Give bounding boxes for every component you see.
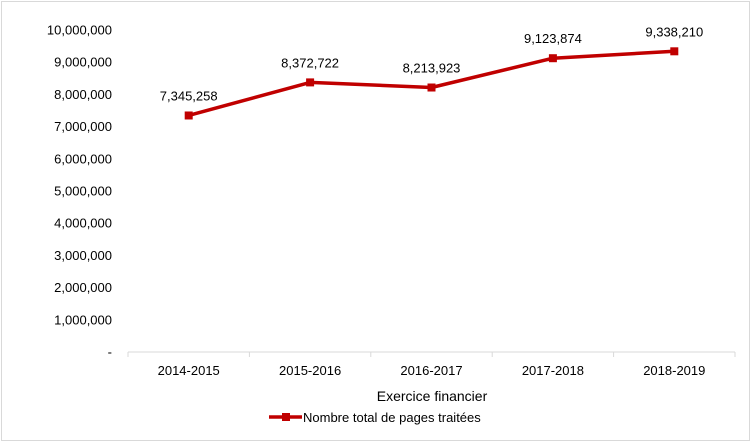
data-point-marker [306,78,315,87]
x-tick-label: 2017-2018 [522,363,584,378]
y-tick-label: 5,000,000 [54,184,112,199]
x-tick-label: 2015-2016 [279,363,341,378]
legend[interactable]: Nombre total de pages traitées [269,410,481,425]
data-point-marker [670,47,679,56]
y-tick-label: 10,000,000 [47,23,112,38]
y-tick-label: 4,000,000 [54,216,112,231]
x-axis-tick-labels: 2014-2015 2015-2016 2016-2017 2017-2018 2018… [158,363,706,378]
x-tick-label: 2014-2015 [158,363,220,378]
legend-marker-swatch [282,413,290,421]
y-tick-label: 6,000,000 [54,151,112,166]
y-tick-label: 8,000,000 [54,87,112,102]
data-label: 9,338,210 [645,24,703,39]
data-point-marker [427,83,436,92]
series-markers [184,47,679,120]
y-tick-label: 3,000,000 [54,248,112,263]
data-point-marker [184,111,193,120]
data-label: 8,372,722 [281,55,339,70]
y-tick-label: 7,000,000 [54,119,112,134]
legend-label: Nombre total de pages traitées [303,410,481,425]
data-labels: 7,345,258 8,372,722 8,213,923 9,123,874 9,33… [160,24,703,103]
data-label: 9,123,874 [524,31,582,46]
x-tick-label: 2016-2017 [400,363,462,378]
data-label: 8,213,923 [403,61,461,76]
y-axis-tick-labels: - 1,000,000 2,000,000 3,000,000 4,000,000 5,0… [47,23,112,360]
y-tick-label: 9,000,000 [54,55,112,70]
x-tick-label: 2018-2019 [643,363,705,378]
data-label: 7,345,258 [160,88,218,103]
y-tick-label: 2,000,000 [54,280,112,295]
y-tick-label: 1,000,000 [54,312,112,327]
data-point-marker [548,54,557,63]
y-tick-label: - [108,345,112,360]
x-axis-ticks [127,352,736,357]
x-axis-title: Exercice financier [377,388,488,404]
